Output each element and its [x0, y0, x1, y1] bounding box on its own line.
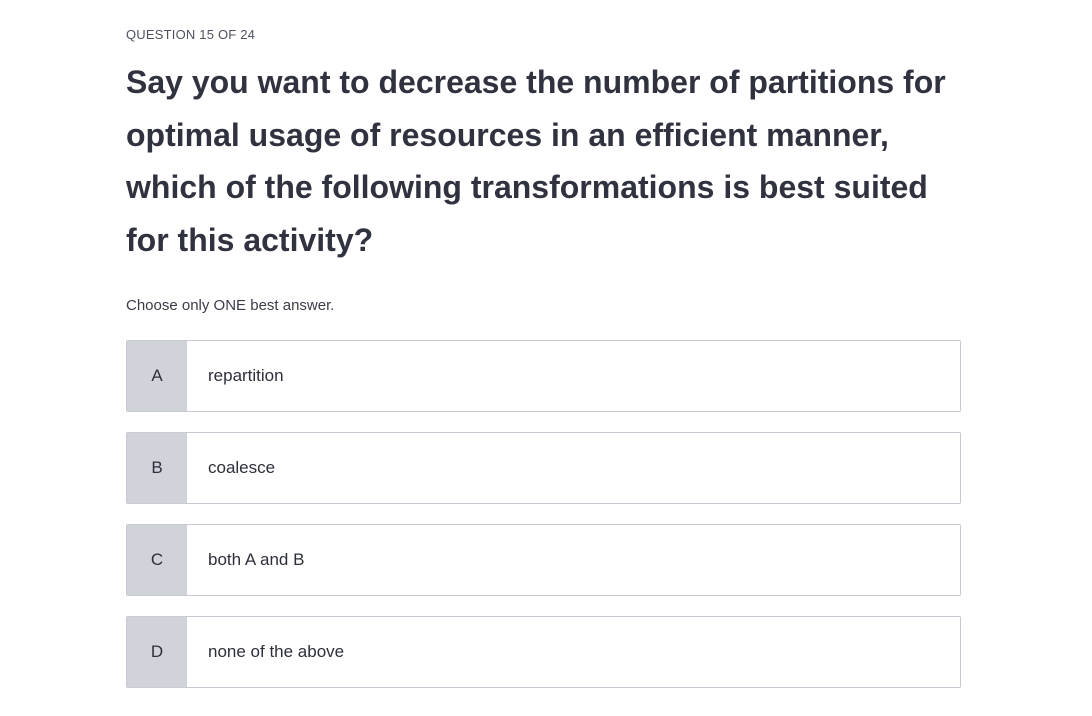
answer-option-c[interactable]: C both A and B: [126, 524, 961, 596]
answer-options: A repartition B coalesce C both A and B …: [126, 340, 961, 708]
answer-option-a[interactable]: A repartition: [126, 340, 961, 412]
option-label: repartition: [208, 366, 284, 385]
option-letter: D: [127, 617, 187, 687]
answer-instruction: Choose only ONE best answer.: [126, 297, 335, 314]
option-label: both A and B: [208, 550, 305, 569]
option-label: none of the above: [208, 642, 345, 661]
answer-option-b[interactable]: B coalesce: [126, 432, 961, 504]
option-letter: A: [127, 341, 187, 411]
option-letter: B: [127, 433, 187, 503]
option-label: coalesce: [208, 458, 276, 477]
question-counter: QUESTION 15 OF 24: [126, 27, 256, 42]
answer-option-d[interactable]: D none of the above: [126, 616, 961, 688]
question-text: Say you want to decrease the number of p…: [126, 64, 946, 258]
option-letter: C: [127, 525, 187, 595]
